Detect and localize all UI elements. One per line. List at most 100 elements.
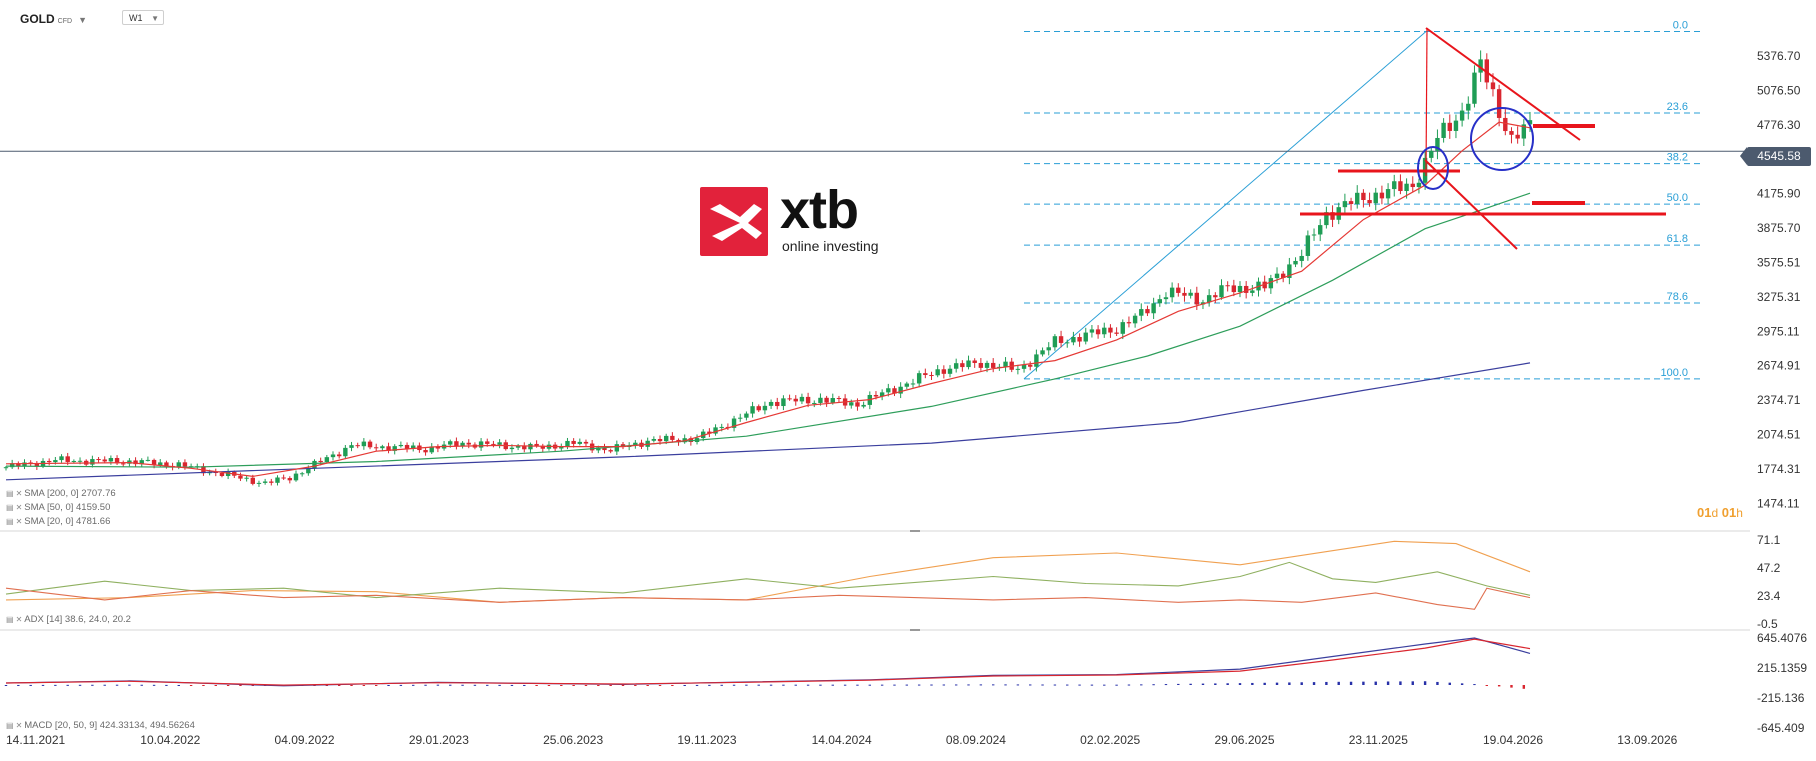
candle-body <box>1348 201 1354 205</box>
price-axis-label: 5376.70 <box>1757 49 1801 63</box>
macd-histogram-bar <box>1386 681 1390 685</box>
timeframe-value: W1 <box>129 13 143 23</box>
candle-body <box>299 473 305 475</box>
candle-body <box>738 417 743 419</box>
macd-histogram-bar <box>1436 681 1439 685</box>
macd-histogram-bar <box>942 684 946 686</box>
candle-body <box>849 402 854 406</box>
candle-body <box>1163 297 1169 300</box>
candle-body <box>324 457 330 463</box>
list-icon[interactable]: ▤ <box>6 503 14 512</box>
macd-histogram-bar <box>893 684 896 686</box>
candle-body <box>1083 332 1088 342</box>
fib-level-label: 0.0 <box>1673 20 1688 32</box>
candle-body <box>34 463 40 467</box>
symbol-selector[interactable]: GOLD CFD ▼ <box>20 12 87 26</box>
macd-histogram-bar <box>1312 682 1316 685</box>
adx-series-line <box>5 540 1531 603</box>
candle-body <box>1429 150 1434 158</box>
macd-histogram-bar <box>831 684 834 686</box>
candle-body <box>787 398 792 400</box>
candle-body <box>491 443 496 445</box>
close-icon[interactable]: ✕ <box>15 517 23 526</box>
macd-histogram-bar <box>1399 681 1402 685</box>
candle-body <box>1058 336 1064 343</box>
candle-body <box>984 362 990 368</box>
adx-axis-label: 23.4 <box>1757 589 1781 603</box>
candle-body <box>1003 361 1008 367</box>
fib-anchor-line <box>1023 31 1427 380</box>
date-axis-label: 25.06.2023 <box>543 733 603 747</box>
price-axis-label: 3875.70 <box>1757 221 1801 235</box>
date-axis-label: 14.11.2021 <box>6 733 65 747</box>
candle-body <box>966 360 971 368</box>
candle-body <box>466 442 471 445</box>
macd-histogram-bar <box>1053 684 1057 686</box>
candle-body <box>355 445 360 447</box>
list-icon[interactable]: ▤ <box>6 517 14 526</box>
list-icon[interactable]: ▤ <box>6 615 14 624</box>
price-axis-label: 2674.91 <box>1757 359 1801 373</box>
macd-histogram-bar <box>461 684 464 686</box>
candle-body <box>824 397 829 403</box>
close-icon[interactable]: ✕ <box>15 721 23 730</box>
macd-histogram-bar <box>1263 682 1266 685</box>
macd-histogram-bar <box>399 684 403 686</box>
list-icon[interactable]: ▤ <box>6 721 14 730</box>
macd-histogram-bar <box>78 684 82 686</box>
candle-body <box>349 445 354 448</box>
chevron-down-icon: ▼ <box>151 14 159 23</box>
macd-histogram-bar <box>572 684 575 686</box>
macd-axis-label: -215.136 <box>1757 691 1805 705</box>
macd-histogram-bar <box>745 684 748 686</box>
candle-body <box>1379 192 1385 199</box>
macd-histogram-bar <box>1300 682 1303 685</box>
legend-sma50-text: SMA [50, 0] 4159.50 <box>24 502 111 513</box>
candle-body <box>497 442 502 445</box>
candle-body <box>651 438 657 441</box>
candle-body <box>1274 273 1280 279</box>
macd-histogram-bar <box>732 684 736 686</box>
candle-body <box>1194 292 1200 305</box>
date-axis-label: 10.04.2022 <box>140 733 200 747</box>
xtb-logo: xtb online investing <box>700 180 883 257</box>
candle-body <box>145 459 151 461</box>
list-icon[interactable]: ▤ <box>6 489 14 498</box>
candle-body <box>108 458 114 462</box>
candle-body <box>855 402 860 407</box>
macd-histogram-bar <box>1275 682 1279 685</box>
candle-body <box>361 441 367 447</box>
candle-body <box>238 475 243 479</box>
candle-body <box>756 406 761 411</box>
macd-histogram-bar <box>1448 682 1451 685</box>
close-icon[interactable]: ✕ <box>15 615 23 624</box>
adx-axis-label: 47.2 <box>1757 561 1781 575</box>
price-axis-label: 2374.71 <box>1757 393 1801 407</box>
macd-histogram-bar <box>202 684 205 686</box>
macd-histogram-bar <box>362 684 366 686</box>
candle-body <box>411 445 416 449</box>
candle-body <box>1021 364 1027 369</box>
price-axis-label: 1774.31 <box>1757 462 1801 476</box>
candle-body <box>256 482 262 484</box>
macd-histogram-bar <box>547 684 551 686</box>
candle-body <box>1404 183 1409 192</box>
current-price-label: 4545.58 <box>1740 147 1811 166</box>
close-icon[interactable]: ✕ <box>15 503 23 512</box>
close-icon[interactable]: ✕ <box>15 489 23 498</box>
candle-body <box>707 431 712 434</box>
candle-body <box>114 458 120 464</box>
candle-body <box>454 441 459 447</box>
legend-sma200-text: SMA [200, 0] 2707.76 <box>24 488 116 499</box>
macd-histogram-bar <box>757 684 760 686</box>
candle-body <box>22 462 27 467</box>
timeframe-selector[interactable]: W1 ▼ <box>122 10 164 25</box>
candle-body <box>1466 103 1471 111</box>
macd-histogram-bar <box>560 684 563 686</box>
annotation-circle <box>1470 107 1534 171</box>
candle-body <box>1169 287 1175 298</box>
candle-body <box>1373 192 1378 204</box>
macd-histogram-bar <box>214 684 217 686</box>
candle-body <box>1441 122 1446 138</box>
